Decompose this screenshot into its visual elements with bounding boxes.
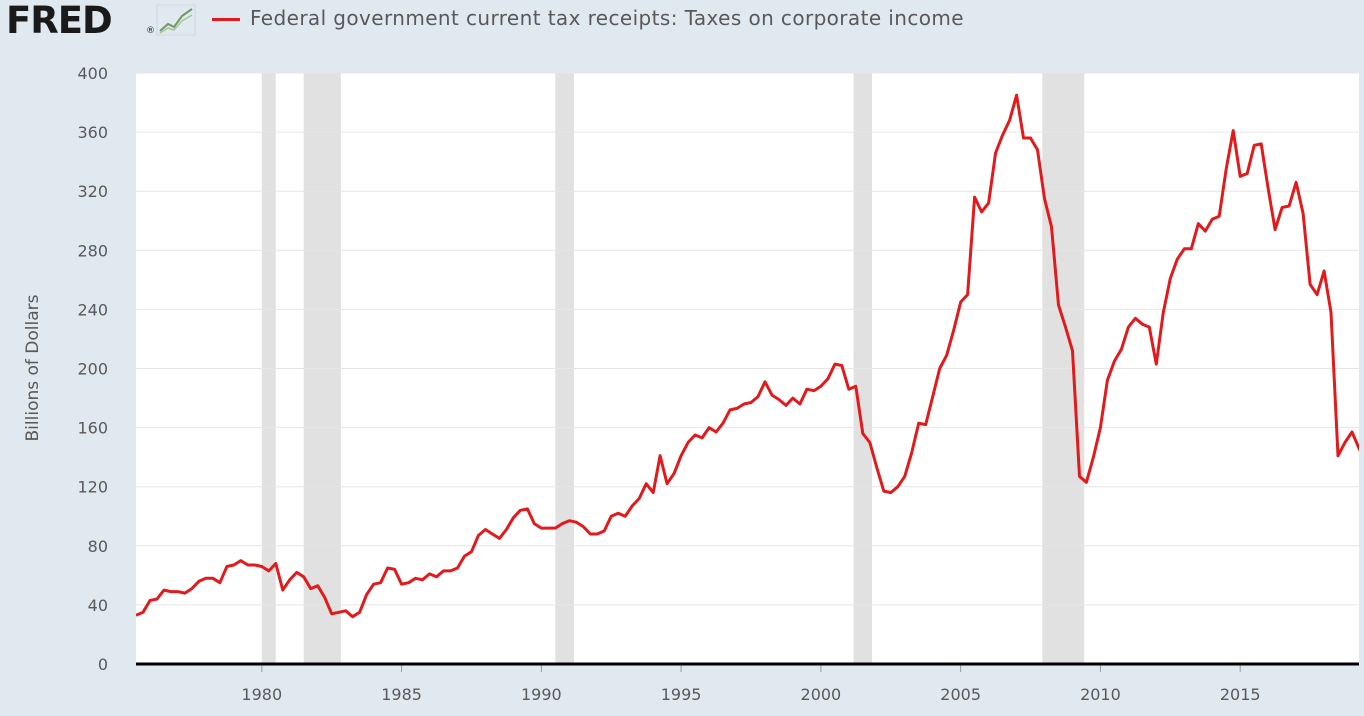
y-tick-label: 120 <box>77 478 108 497</box>
y-tick-label: 160 <box>77 419 108 438</box>
x-tick-label: 2005 <box>940 685 981 704</box>
y-tick-label: 200 <box>77 360 108 379</box>
x-tick-label: 1995 <box>661 685 702 704</box>
x-tick-label: 2015 <box>1220 685 1261 704</box>
y-tick-label: 360 <box>77 123 108 142</box>
x-tick-label: 1980 <box>241 685 282 704</box>
gridlines <box>136 72 1359 606</box>
registered-mark: ® <box>146 26 155 36</box>
y-tick-label: 400 <box>77 64 108 83</box>
legend-series-label[interactable]: Federal government current tax receipts:… <box>250 6 964 30</box>
y-tick-label: 40 <box>88 596 108 615</box>
y-tick-label: 240 <box>77 300 108 319</box>
x-tick-label: 1985 <box>381 685 422 704</box>
chart-header: FRED ® Federal government current tax re… <box>0 0 1364 42</box>
x-tick-label: 2010 <box>1080 685 1121 704</box>
y-tick-label: 280 <box>77 241 108 260</box>
fred-logo[interactable]: FRED <box>6 0 113 42</box>
series-layer <box>136 93 1364 619</box>
line-graph-icon <box>156 4 196 36</box>
x-axis-ticks: 1980 1985 1990 1995 2000 2005 2010 2015 <box>241 664 1261 704</box>
series-line[interactable] <box>136 93 1364 619</box>
x-tick-label: 1990 <box>521 685 562 704</box>
legend-swatch <box>212 18 240 21</box>
y-tick-label: 80 <box>88 537 108 556</box>
y-axis-ticks: 0 40 80 120 160 200 240 280 320 360 400 <box>77 64 108 674</box>
y-tick-label: 320 <box>77 182 108 201</box>
y-tick-label: 0 <box>98 655 108 674</box>
x-tick-label: 2000 <box>801 685 842 704</box>
